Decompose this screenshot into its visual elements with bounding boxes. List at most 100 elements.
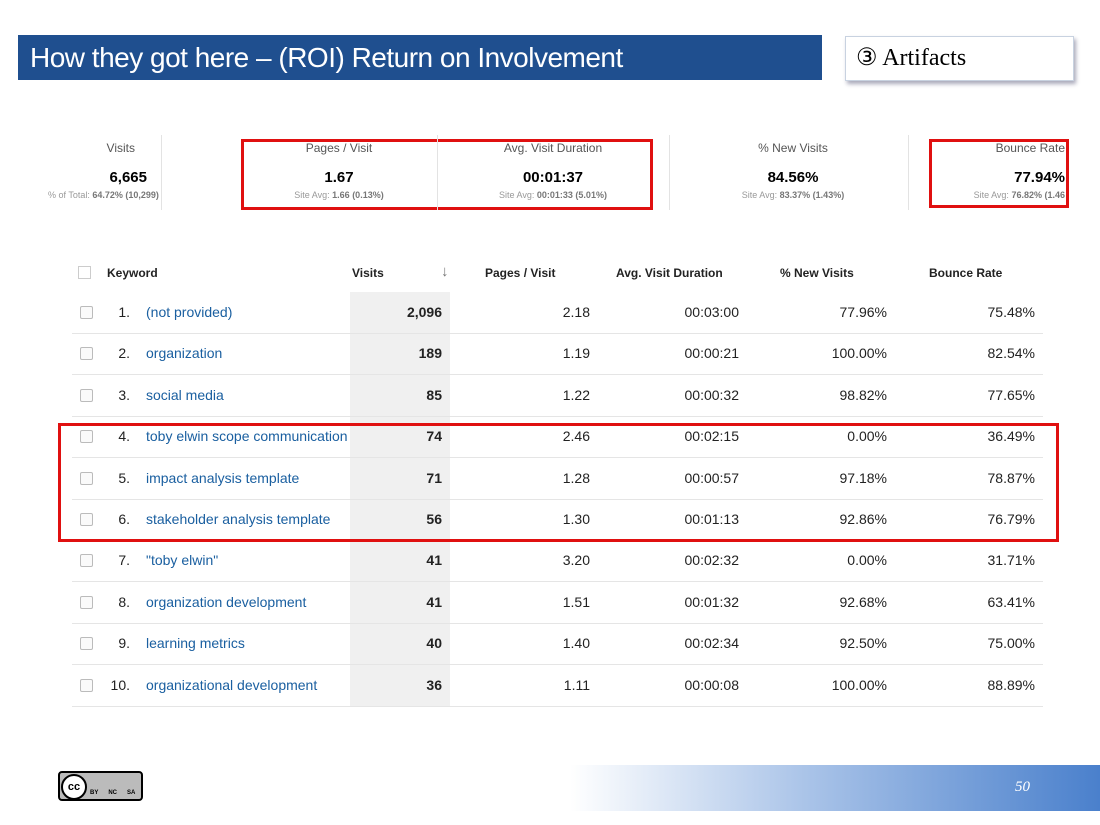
- checkbox[interactable]: [80, 471, 93, 485]
- metric-sub-value: 1.66 (0.13%): [332, 190, 384, 200]
- metric-sub: % of Total: 64.72% (10,299): [48, 190, 159, 200]
- avg-duration: 00:01:32: [684, 593, 740, 610]
- row-number: 5.: [118, 469, 130, 486]
- keyword[interactable]: "toby elwin": [146, 552, 219, 569]
- bounce-rate: 36.49%: [987, 428, 1035, 445]
- checkbox[interactable]: [80, 595, 93, 609]
- metric-label: % New Visits: [758, 141, 828, 155]
- pages-per-visit: 3.20: [562, 552, 590, 569]
- new-visits: 98.82%: [839, 386, 887, 403]
- metric-sub-label: Site Avg:: [294, 190, 330, 200]
- keyword[interactable]: toby elwin scope communication: [146, 428, 348, 445]
- metric-value: 6,665: [109, 169, 147, 186]
- new-visits: 100.00%: [831, 345, 887, 362]
- bounce-rate: 63.41%: [987, 593, 1035, 610]
- keyword[interactable]: organization: [146, 345, 223, 362]
- checkbox[interactable]: [80, 637, 93, 651]
- table-row: 10. organizational development 36 1.11 00:00…: [72, 665, 1043, 707]
- keyword[interactable]: social media: [146, 386, 224, 403]
- new-visits: 97.18%: [839, 469, 887, 486]
- bounce-rate: 76.79%: [987, 511, 1035, 527]
- pages-per-visit: 1.51: [562, 593, 590, 610]
- column-header: Pages / Visit: [485, 266, 556, 280]
- slide-title: How they got here – (ROI) Return on Invo…: [18, 35, 822, 80]
- metric-value: 1.67: [324, 169, 354, 186]
- visits: 41: [426, 552, 442, 569]
- metric: Bounce Rate 77.94% Site Avg: 76.82% (1.46: [908, 135, 1065, 210]
- new-visits: 0.00%: [847, 552, 887, 569]
- keyword[interactable]: (not provided): [146, 304, 233, 320]
- new-visits: 92.86%: [839, 511, 887, 527]
- checkbox[interactable]: [80, 678, 93, 692]
- avg-duration: 00:02:15: [684, 428, 740, 445]
- avg-duration: 00:00:32: [684, 386, 740, 403]
- row-number: 1.: [118, 304, 130, 320]
- metric-sub: Site Avg: 1.66 (0.13%): [241, 190, 437, 200]
- metric-sub: Site Avg: 00:01:33 (5.01%): [437, 190, 669, 200]
- visits: 85: [426, 386, 442, 403]
- avg-duration: 00:00:21: [684, 345, 740, 362]
- keyword[interactable]: organization development: [146, 593, 307, 610]
- metric-label: Visits: [106, 141, 135, 155]
- checkbox[interactable]: [80, 554, 93, 568]
- pages-per-visit: 1.40: [562, 635, 590, 652]
- avg-duration: 00:02:32: [684, 552, 740, 569]
- row-number: 2.: [118, 345, 130, 362]
- avg-duration: 00:03:00: [684, 304, 740, 320]
- badge: ③ Artifacts: [845, 36, 1074, 81]
- metric-sub-label: % of Total:: [48, 190, 90, 200]
- metric: Avg. Visit Duration 00:01:37 Site Avg: 00:…: [437, 135, 670, 210]
- column-header: Avg. Visit Duration: [616, 266, 723, 280]
- checkbox[interactable]: [80, 306, 93, 319]
- pages-per-visit: 2.18: [562, 304, 590, 320]
- highlight-box: [929, 139, 1069, 208]
- checkbox[interactable]: [78, 266, 91, 279]
- checkbox[interactable]: [80, 513, 93, 526]
- table-row: 3. social media 85 1.22 00:00:32 98.82% 77.65%: [72, 375, 1043, 417]
- sort-arrow: ↓: [441, 263, 449, 280]
- metric-sub-value: 76.82% (1.46: [1011, 190, 1065, 200]
- page-number: 50: [1015, 779, 1030, 795]
- keyword[interactable]: impact analysis template: [146, 469, 300, 486]
- pages-per-visit: 1.28: [562, 469, 590, 486]
- table-row: 9. learning metrics 40 1.40 00:02:34 92.50% 75…: [72, 623, 1043, 666]
- avg-duration: 00:02:34: [684, 635, 740, 652]
- keyword[interactable]: stakeholder analysis template: [146, 511, 331, 527]
- bounce-rate: 75.00%: [987, 635, 1035, 652]
- new-visits: 100.00%: [831, 676, 887, 693]
- keyword[interactable]: organizational development: [146, 676, 318, 693]
- metric-value: 00:01:37: [522, 169, 584, 186]
- metric: Visits 6,665 % of Total: 64.72% (10,299): [48, 135, 162, 210]
- bounce-rate: 31.71%: [987, 552, 1035, 569]
- metric-sub-label: Site Avg:: [499, 190, 535, 200]
- cc-logo: cc BY NC SA: [58, 771, 143, 801]
- avg-duration: 00:01:13: [684, 511, 740, 527]
- checkbox[interactable]: [80, 388, 93, 402]
- checkbox[interactable]: [80, 430, 93, 444]
- table-row: 2. organization 189 1.19 00:00:21 100.00% 82.5…: [72, 333, 1043, 376]
- visits: 71: [426, 469, 442, 486]
- highlight-box: [241, 139, 653, 210]
- keyword[interactable]: learning metrics: [146, 635, 245, 652]
- metric-label: Bounce Rate: [995, 141, 1065, 155]
- metric-sub-value: 64.72% (10,299): [92, 190, 159, 200]
- table-row: 5. impact analysis template 71 1.28 00:00:57…: [72, 458, 1043, 500]
- checkbox[interactable]: [80, 347, 93, 361]
- highlight-box: [58, 423, 1059, 542]
- pages-per-visit: 1.19: [562, 345, 590, 362]
- row-number: 4.: [118, 428, 130, 445]
- row-number: 6.: [118, 511, 130, 527]
- avg-duration: 00:00:08: [684, 676, 740, 693]
- bounce-rate: 82.54%: [987, 345, 1035, 362]
- table-row: 8. organization development 41 1.51 00:01:32…: [72, 582, 1043, 624]
- new-visits: 0.00%: [847, 428, 887, 445]
- new-visits: 77.96%: [839, 304, 887, 320]
- pages-per-visit: 1.30: [562, 511, 590, 527]
- new-visits: 92.50%: [839, 635, 887, 652]
- row-number: 7.: [118, 552, 130, 569]
- footer-bar: [570, 765, 1100, 811]
- bounce-rate: 78.87%: [987, 469, 1035, 486]
- column-header: Keyword: [107, 266, 158, 280]
- metric-sub-label: Site Avg:: [973, 190, 1009, 200]
